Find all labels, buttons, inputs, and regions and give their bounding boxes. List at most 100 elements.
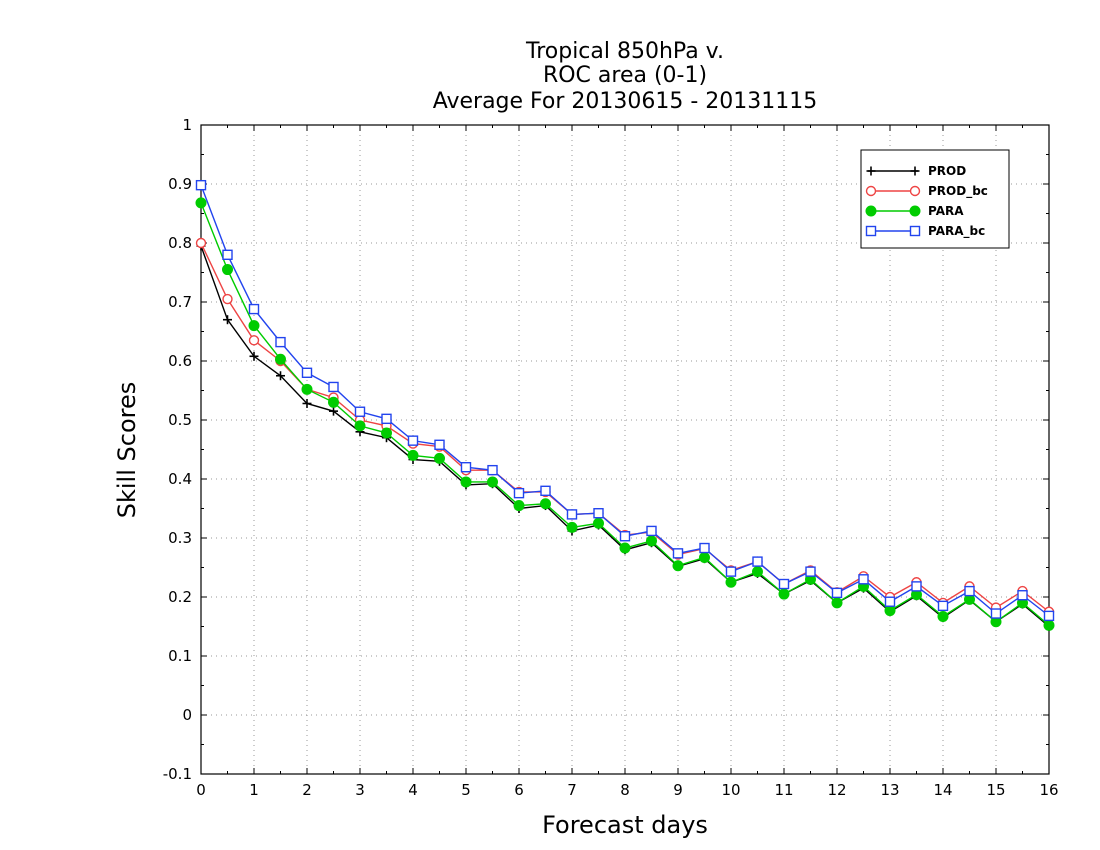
series-line <box>200 245 1050 628</box>
data-point <box>513 500 525 512</box>
legend-marker <box>865 185 877 197</box>
y-tick-label: 0.7 <box>168 293 192 311</box>
data-point <box>195 179 207 191</box>
x-tick-label: 10 <box>721 781 740 799</box>
y-tick-label: -0.1 <box>163 765 192 783</box>
legend: PROD PROD_bc PARA PARA_bc <box>860 149 1010 249</box>
x-tick-label: 9 <box>673 781 683 799</box>
y-tick-label: 0 <box>182 706 192 724</box>
data-point <box>672 548 684 559</box>
data-point <box>699 542 710 554</box>
data-point <box>752 566 763 578</box>
y-tick-label: 1 <box>182 116 192 134</box>
y-tick-label: 0.9 <box>168 175 192 193</box>
data-point <box>195 197 207 209</box>
data-point <box>831 587 843 599</box>
y-tick-label: 0.6 <box>168 352 192 370</box>
data-point <box>646 535 657 547</box>
data-point <box>222 293 233 305</box>
legend-label: PARA_bc <box>928 224 985 239</box>
data-point <box>328 396 339 408</box>
data-point <box>593 517 604 529</box>
data-point <box>223 315 232 325</box>
x-tick-label: 3 <box>355 781 365 799</box>
data-point <box>222 264 233 276</box>
legend-label: PROD <box>928 164 966 178</box>
data-point <box>1017 590 1028 601</box>
data-point <box>248 335 260 346</box>
data-point <box>778 588 790 600</box>
legend-marker <box>909 225 921 237</box>
data-point <box>302 398 312 408</box>
data-point <box>540 485 551 496</box>
x-tick-label: 4 <box>408 781 418 799</box>
data-point <box>301 367 313 378</box>
legend-entry: PARA_bc <box>865 224 985 239</box>
y-tick-label: 0.1 <box>168 647 192 665</box>
series-para <box>195 197 1055 631</box>
data-point <box>778 578 790 590</box>
data-point <box>911 581 922 592</box>
legend-entry: PARA <box>865 204 964 218</box>
data-point <box>275 353 286 365</box>
x-tick-label: 12 <box>827 781 846 799</box>
legend-entry: PROD <box>866 164 966 178</box>
legend-marker <box>910 166 920 176</box>
data-point <box>593 508 604 519</box>
legend-label: PROD_bc <box>928 184 988 199</box>
data-point <box>566 521 578 533</box>
data-point <box>301 383 313 395</box>
y-tick-label: 0.4 <box>168 470 192 488</box>
series-line <box>200 202 1050 626</box>
legend-entry: PROD_bc <box>865 184 988 199</box>
data-point <box>460 462 472 473</box>
data-point <box>381 427 392 439</box>
data-point <box>513 487 525 499</box>
data-point <box>248 303 260 315</box>
data-point <box>407 449 419 461</box>
chart-title-line-3: Average For 20130615 - 20131115 <box>433 89 818 114</box>
x-tick-label: 5 <box>461 781 471 799</box>
data-point <box>487 464 498 476</box>
data-point <box>328 381 339 393</box>
legend-marker <box>909 185 921 197</box>
data-point <box>195 237 207 249</box>
y-tick-label: 0.8 <box>168 234 192 252</box>
data-point <box>725 576 737 588</box>
legend-marker <box>865 205 877 217</box>
data-point <box>831 597 843 609</box>
data-point <box>1043 610 1055 622</box>
series-para-bc <box>195 179 1055 622</box>
x-tick-label: 7 <box>567 781 577 799</box>
x-tick-label: 8 <box>620 781 630 799</box>
x-tick-label: 13 <box>880 781 899 799</box>
x-tick-label: 14 <box>933 781 952 799</box>
x-tick-label: 0 <box>196 781 206 799</box>
x-axis-label: Forecast days <box>542 811 708 839</box>
data-point <box>699 551 710 563</box>
data-point <box>276 371 285 381</box>
data-point <box>725 566 737 577</box>
chart-title-line-2: ROC area (0-1) <box>543 63 707 88</box>
data-point <box>248 320 260 332</box>
data-point <box>460 476 472 488</box>
data-point <box>329 406 338 416</box>
data-point <box>1043 619 1055 631</box>
data-point <box>566 509 578 520</box>
data-point <box>937 610 949 622</box>
data-point <box>619 542 631 554</box>
y-tick-label: 0.3 <box>168 529 192 547</box>
data-point <box>884 605 896 617</box>
chart-title-line-1: Tropical 850hPa v. <box>525 39 724 64</box>
data-point <box>381 413 392 425</box>
data-point <box>434 452 445 464</box>
x-tick-label: 6 <box>514 781 524 799</box>
data-point <box>752 556 763 567</box>
data-point <box>646 525 657 537</box>
data-point <box>249 351 259 361</box>
series <box>195 179 1055 631</box>
legend-marker <box>865 225 877 237</box>
x-tick-label: 11 <box>774 781 793 799</box>
legend-label: PARA <box>928 204 964 218</box>
